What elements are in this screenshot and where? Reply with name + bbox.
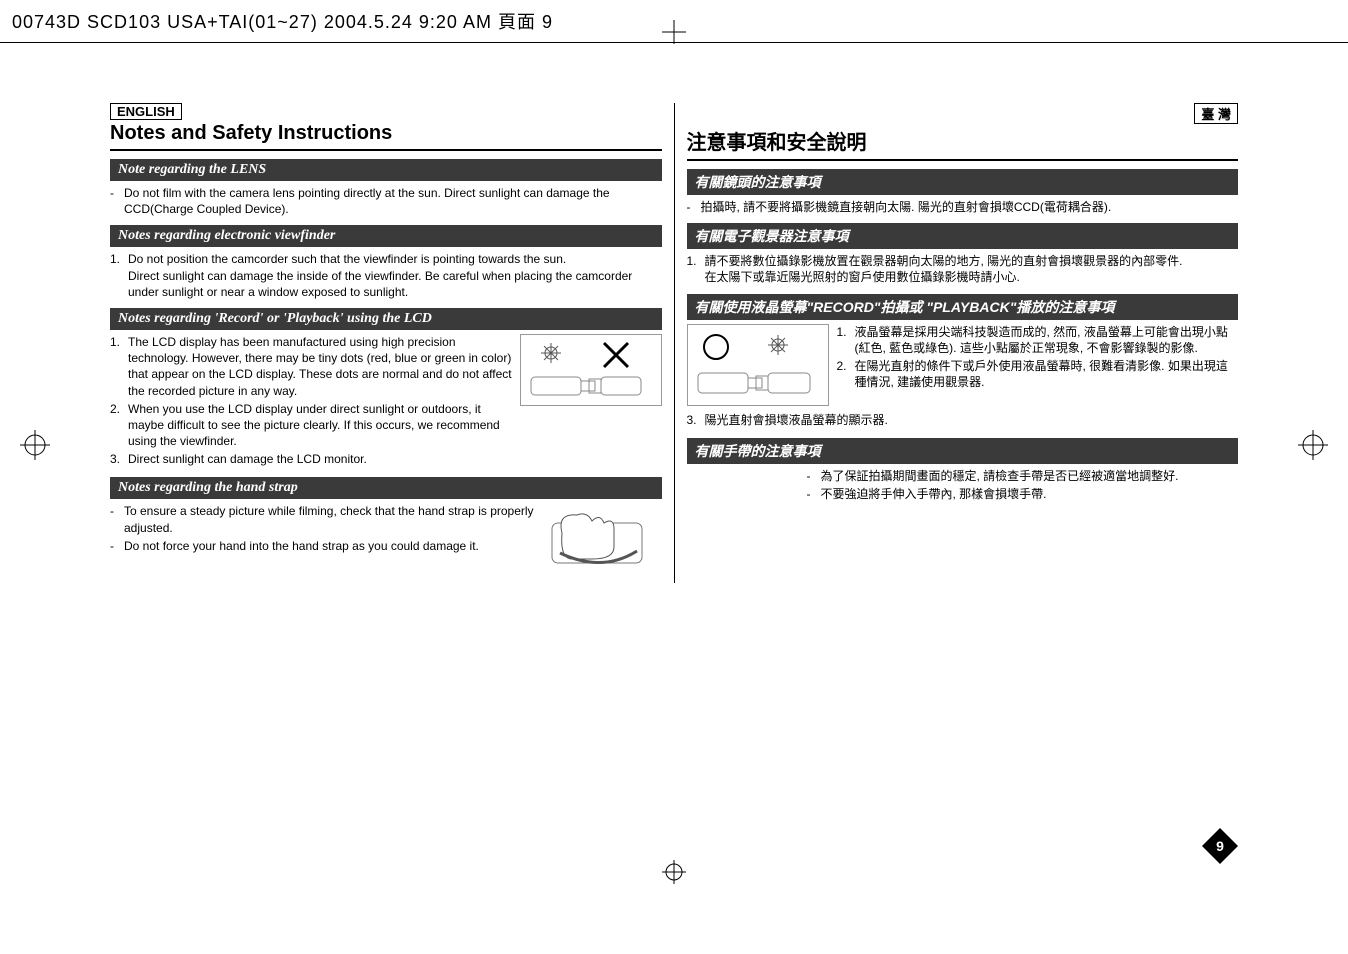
registration-mark-right (1298, 430, 1328, 460)
page-title-english: Notes and Safety Instructions (110, 122, 662, 151)
lens-note-1-zh: -拍攝時, 請不要將攝影機鏡直接朝向太陽. 陽光的直射會損壞CCD(電荷耦合器)… (687, 199, 1239, 215)
lcd-diagram-bad (520, 334, 662, 406)
page-number-text: 9 (1216, 838, 1224, 854)
lcd-section-body-en: 1.The LCD display has been manufactured … (110, 334, 662, 470)
section-head-strap-en: Notes regarding the hand strap (110, 477, 662, 499)
section-head-lcd-en: Notes regarding 'Record' or 'Playback' u… (110, 308, 662, 330)
section-head-lens-zh: 有關鏡頭的注意事項 (687, 169, 1239, 195)
section-head-lens-en: Note regarding the LENS (110, 159, 662, 181)
section-head-lcd-zh: 有關使用液晶螢幕"RECORD"拍攝或 "PLAYBACK"播放的注意事項 (687, 294, 1239, 320)
registration-mark-left (20, 430, 50, 460)
registration-mark-top (662, 20, 686, 44)
right-column: 臺 灣 注意事項和安全說明 有關鏡頭的注意事項 -拍攝時, 請不要將攝影機鏡直接… (675, 103, 1249, 583)
strap-section-body-zh: -為了保証拍攝期間畫面的穩定, 請檢查手帶是否已經被適當地調整好. -不要強迫將… (687, 468, 1239, 502)
strap-section-body-en: -To ensure a steady picture while filmin… (110, 503, 662, 583)
lens-note-1-en: -Do not film with the camera lens pointi… (110, 185, 662, 217)
left-column: ENGLISH Notes and Safety Instructions No… (100, 103, 675, 583)
lang-label-english: ENGLISH (110, 103, 182, 120)
page-content: ENGLISH Notes and Safety Instructions No… (0, 43, 1348, 583)
page-number-badge: 9 (1202, 828, 1238, 864)
registration-mark-bottom (662, 860, 686, 884)
section-head-viewfinder-zh: 有關電子觀景器注意事項 (687, 223, 1239, 249)
lcd-section-body-zh: 1.液晶螢幕是採用尖端科技製造而成的, 然而, 液晶螢幕上可能會出現小點(紅色,… (687, 324, 1239, 430)
lcd-diagram-good (687, 324, 829, 406)
section-head-strap-zh: 有關手帶的注意事項 (687, 438, 1239, 464)
section-head-viewfinder-en: Notes regarding electronic viewfinder (110, 225, 662, 247)
viewfinder-note-1-en: 1.Do not position the camcorder such tha… (110, 251, 662, 300)
viewfinder-note-1-zh: 1.請不要將數位攝錄影機放置在觀景器朝向太陽的地方, 陽光的直射會損壞觀景器的內… (687, 253, 1239, 285)
lang-label-taiwan: 臺 灣 (1194, 103, 1238, 124)
hand-strap-illustration (542, 503, 662, 583)
page-title-chinese: 注意事項和安全說明 (687, 126, 1239, 161)
